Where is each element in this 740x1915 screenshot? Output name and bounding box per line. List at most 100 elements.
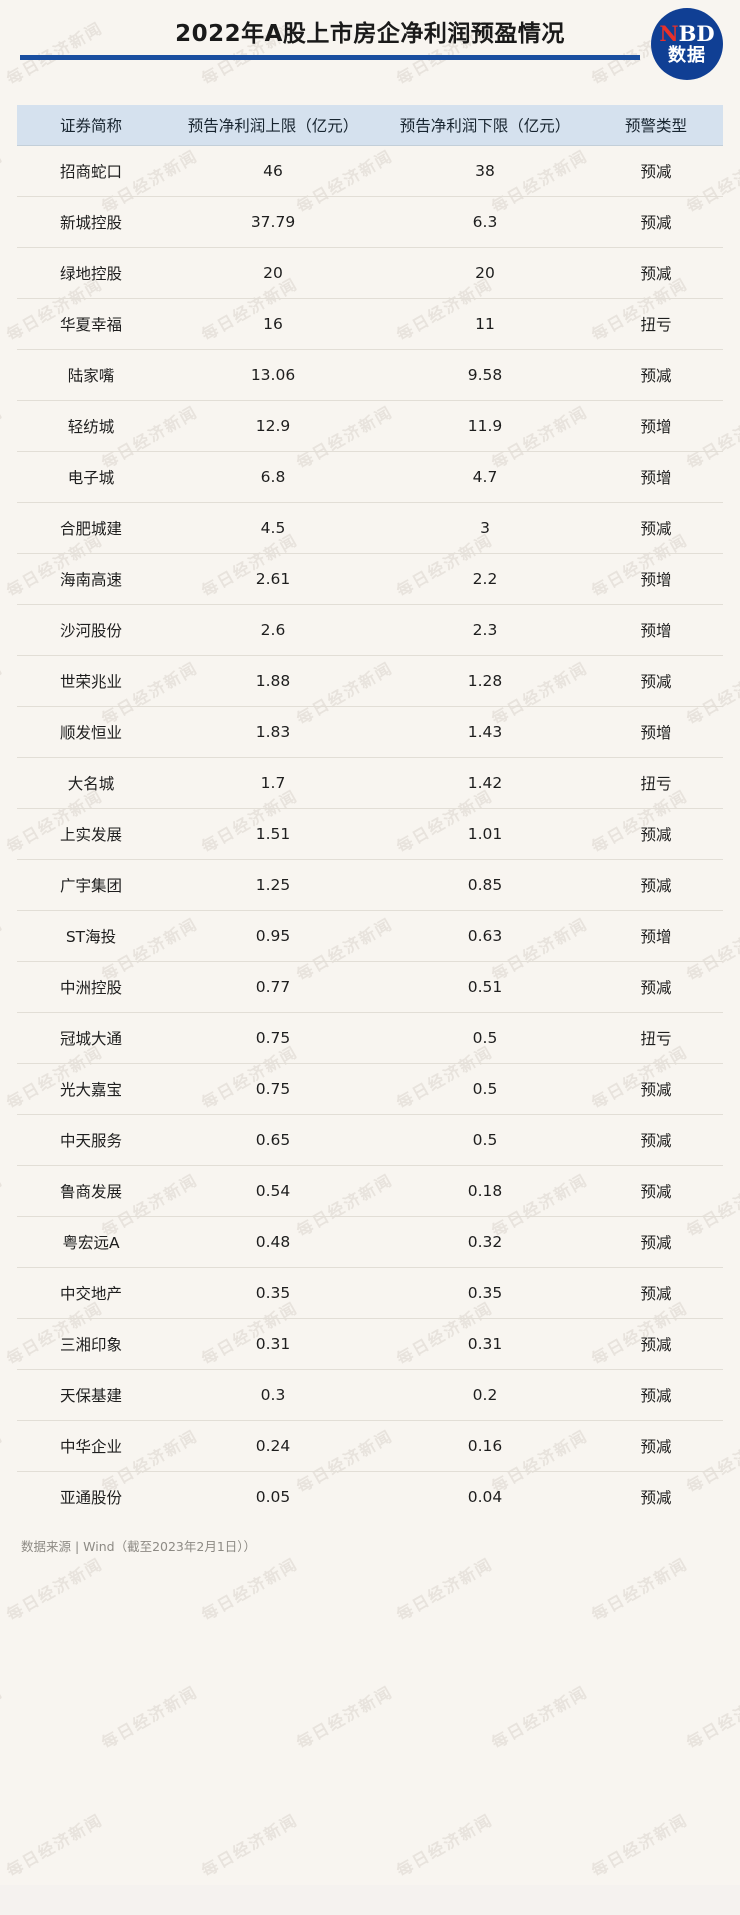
watermark-text: 每日经济新闻 bbox=[3, 1554, 107, 1625]
watermark-text: 每日经济新闻 bbox=[0, 658, 7, 729]
table-row: 中华企业 0.24 0.16 预减 bbox=[17, 1420, 723, 1472]
cell-warning-type: 预增 bbox=[589, 553, 723, 605]
cell-warning-type: 预增 bbox=[589, 910, 723, 962]
cell-warning-type: 预减 bbox=[589, 1114, 723, 1166]
nbd-logo-wordmark: NBD bbox=[659, 23, 714, 44]
watermark-text: 每日经济新闻 bbox=[0, 146, 7, 217]
watermark-text: 每日经济新闻 bbox=[98, 1682, 202, 1753]
cell-profit-upper: 6.8 bbox=[165, 451, 381, 503]
column-header-profit-upper: 预告净利润上限（亿元） bbox=[165, 105, 381, 146]
bottom-filler-strip bbox=[0, 1885, 740, 1915]
cell-profit-lower: 9.58 bbox=[381, 349, 589, 401]
cell-profit-lower: 20 bbox=[381, 247, 589, 299]
cell-warning-type: 扭亏 bbox=[589, 298, 723, 350]
cell-security-name: 华夏幸福 bbox=[17, 298, 165, 350]
cell-warning-type: 预减 bbox=[589, 196, 723, 248]
cell-profit-upper: 2.6 bbox=[165, 604, 381, 656]
cell-profit-upper: 1.25 bbox=[165, 859, 381, 911]
cell-security-name: 中华企业 bbox=[17, 1420, 165, 1472]
cell-security-name: 中洲控股 bbox=[17, 961, 165, 1013]
cell-profit-upper: 0.3 bbox=[165, 1369, 381, 1421]
table-row: 鲁商发展 0.54 0.18 预减 bbox=[17, 1165, 723, 1217]
cell-profit-upper: 16 bbox=[165, 298, 381, 350]
cell-profit-lower: 0.16 bbox=[381, 1420, 589, 1472]
watermark-text: 每日经济新闻 bbox=[293, 1682, 397, 1753]
cell-profit-lower: 0.31 bbox=[381, 1318, 589, 1370]
data-table-container: 证券简称 预告净利润上限（亿元） 预告净利润下限（亿元） 预警类型 招商蛇口 46… bbox=[17, 105, 723, 1522]
nbd-logo-letter-n: N bbox=[659, 21, 679, 46]
cell-profit-lower: 0.04 bbox=[467, 1488, 503, 1506]
table-row: 合肥城建 4.5 3 预减 bbox=[17, 502, 723, 554]
table-row: 大名城 1.7 1.42 扭亏 bbox=[17, 757, 723, 809]
cell-profit-lower: 0.63 bbox=[381, 910, 589, 962]
watermark-text: 每日经济新闻 bbox=[588, 1554, 692, 1625]
table-row: 光大嘉宝 0.75 0.5 预减 bbox=[17, 1063, 723, 1115]
table-row: 上实发展 1.51 1.01 预减 bbox=[17, 808, 723, 860]
column-header-profit-lower: 预告净利润下限（亿元） bbox=[381, 105, 589, 146]
table-row: 中天服务 0.65 0.5 预减 bbox=[17, 1114, 723, 1166]
cell-profit-lower: 11.9 bbox=[381, 400, 589, 452]
watermark-text: 每日经济新闻 bbox=[198, 1810, 302, 1881]
watermark-text: 每日经济新闻 bbox=[198, 1554, 302, 1625]
table-row: 粤宏远A 0.48 0.32 预减 bbox=[17, 1216, 723, 1268]
cell-security-name: 合肥城建 bbox=[17, 502, 165, 554]
cell-warning-type: 预减 bbox=[589, 859, 723, 911]
cell-security-name: ST海投 bbox=[17, 910, 165, 962]
watermark-text: 每日经济新闻 bbox=[0, 1170, 7, 1241]
cell-profit-upper: 0.75 bbox=[165, 1063, 381, 1115]
page-title: 2022年A股上市房企净利润预盈情况 bbox=[175, 21, 565, 47]
cell-security-name: 中天服务 bbox=[17, 1114, 165, 1166]
cell-security-name: 招商蛇口 bbox=[17, 145, 165, 197]
cell-warning-type: 预减 bbox=[589, 349, 723, 401]
table-header-row: 证券简称 预告净利润上限（亿元） 预告净利润下限（亿元） 预警类型 bbox=[17, 105, 723, 146]
cell-profit-lower: 0.5 bbox=[381, 1063, 589, 1115]
cell-profit-upper: 37.79 bbox=[165, 196, 381, 248]
title-underline-rule bbox=[20, 55, 640, 60]
cell-profit-lower: 3 bbox=[381, 502, 589, 554]
watermark-text: 每日经济新闻 bbox=[3, 1810, 107, 1881]
table-row: 三湘印象 0.31 0.31 预减 bbox=[17, 1318, 723, 1370]
table-row: 世荣兆业 1.88 1.28 预减 bbox=[17, 655, 723, 707]
cell-warning-type: 预减 bbox=[589, 247, 723, 299]
cell-warning-type: 预增 bbox=[589, 706, 723, 758]
cell-security-name: 粤宏远A bbox=[17, 1216, 165, 1268]
watermark-text: 每日经济新闻 bbox=[393, 1810, 497, 1881]
cell-warning-type: 预减 bbox=[589, 1267, 723, 1319]
cell-profit-upper: 0.48 bbox=[165, 1216, 381, 1268]
cell-warning-type: 预减 bbox=[589, 1165, 723, 1217]
cell-security-name: 顺发恒业 bbox=[17, 706, 165, 758]
watermark-text: 每日经济新闻 bbox=[0, 914, 7, 985]
table-row: 海南高速 2.61 2.2 预增 bbox=[17, 553, 723, 605]
cell-profit-upper: 46 bbox=[165, 145, 381, 197]
cell-profit-upper: 0.31 bbox=[165, 1318, 381, 1370]
cell-profit-upper: 0.05 bbox=[255, 1488, 291, 1506]
table-row: 新城控股 37.79 6.3 预减 bbox=[17, 196, 723, 248]
cell-profit-lower: 0.85 bbox=[381, 859, 589, 911]
table-row: 绿地控股 20 20 预减 bbox=[17, 247, 723, 299]
cell-warning-type: 预减 bbox=[589, 655, 723, 707]
table-row: 顺发恒业 1.83 1.43 预增 bbox=[17, 706, 723, 758]
cell-profit-lower: 0.5 bbox=[381, 1114, 589, 1166]
table-row: 天保基建 0.3 0.2 预减 bbox=[17, 1369, 723, 1421]
cell-security-name: 陆家嘴 bbox=[17, 349, 165, 401]
watermark-text: 每日经济新闻 bbox=[0, 402, 7, 473]
cell-warning-type: 预减 bbox=[640, 1489, 672, 1507]
table-row: 电子城 6.8 4.7 预增 bbox=[17, 451, 723, 503]
cell-profit-upper: 0.75 bbox=[165, 1012, 381, 1064]
table-row: 中洲控股 0.77 0.51 预减 bbox=[17, 961, 723, 1013]
table-row: 沙河股份 2.6 2.3 预增 bbox=[17, 604, 723, 656]
watermark-text: 每日经济新闻 bbox=[0, 1682, 7, 1753]
table-row: 亚通股份 0.05 0.04 预减 bbox=[17, 1472, 723, 1523]
cell-security-name: 海南高速 bbox=[17, 553, 165, 605]
cell-profit-upper: 20 bbox=[165, 247, 381, 299]
cell-warning-type: 扭亏 bbox=[589, 1012, 723, 1064]
watermark-text: 每日经济新闻 bbox=[393, 1554, 497, 1625]
cell-profit-upper: 1.51 bbox=[165, 808, 381, 860]
nbd-logo: NBD 数据 bbox=[651, 8, 723, 80]
cell-security-name: 轻纺城 bbox=[17, 400, 165, 452]
cell-warning-type: 扭亏 bbox=[589, 757, 723, 809]
cell-security-name: 广宇集团 bbox=[17, 859, 165, 911]
cell-profit-upper: 12.9 bbox=[165, 400, 381, 452]
cell-security-name: 中交地产 bbox=[17, 1267, 165, 1319]
